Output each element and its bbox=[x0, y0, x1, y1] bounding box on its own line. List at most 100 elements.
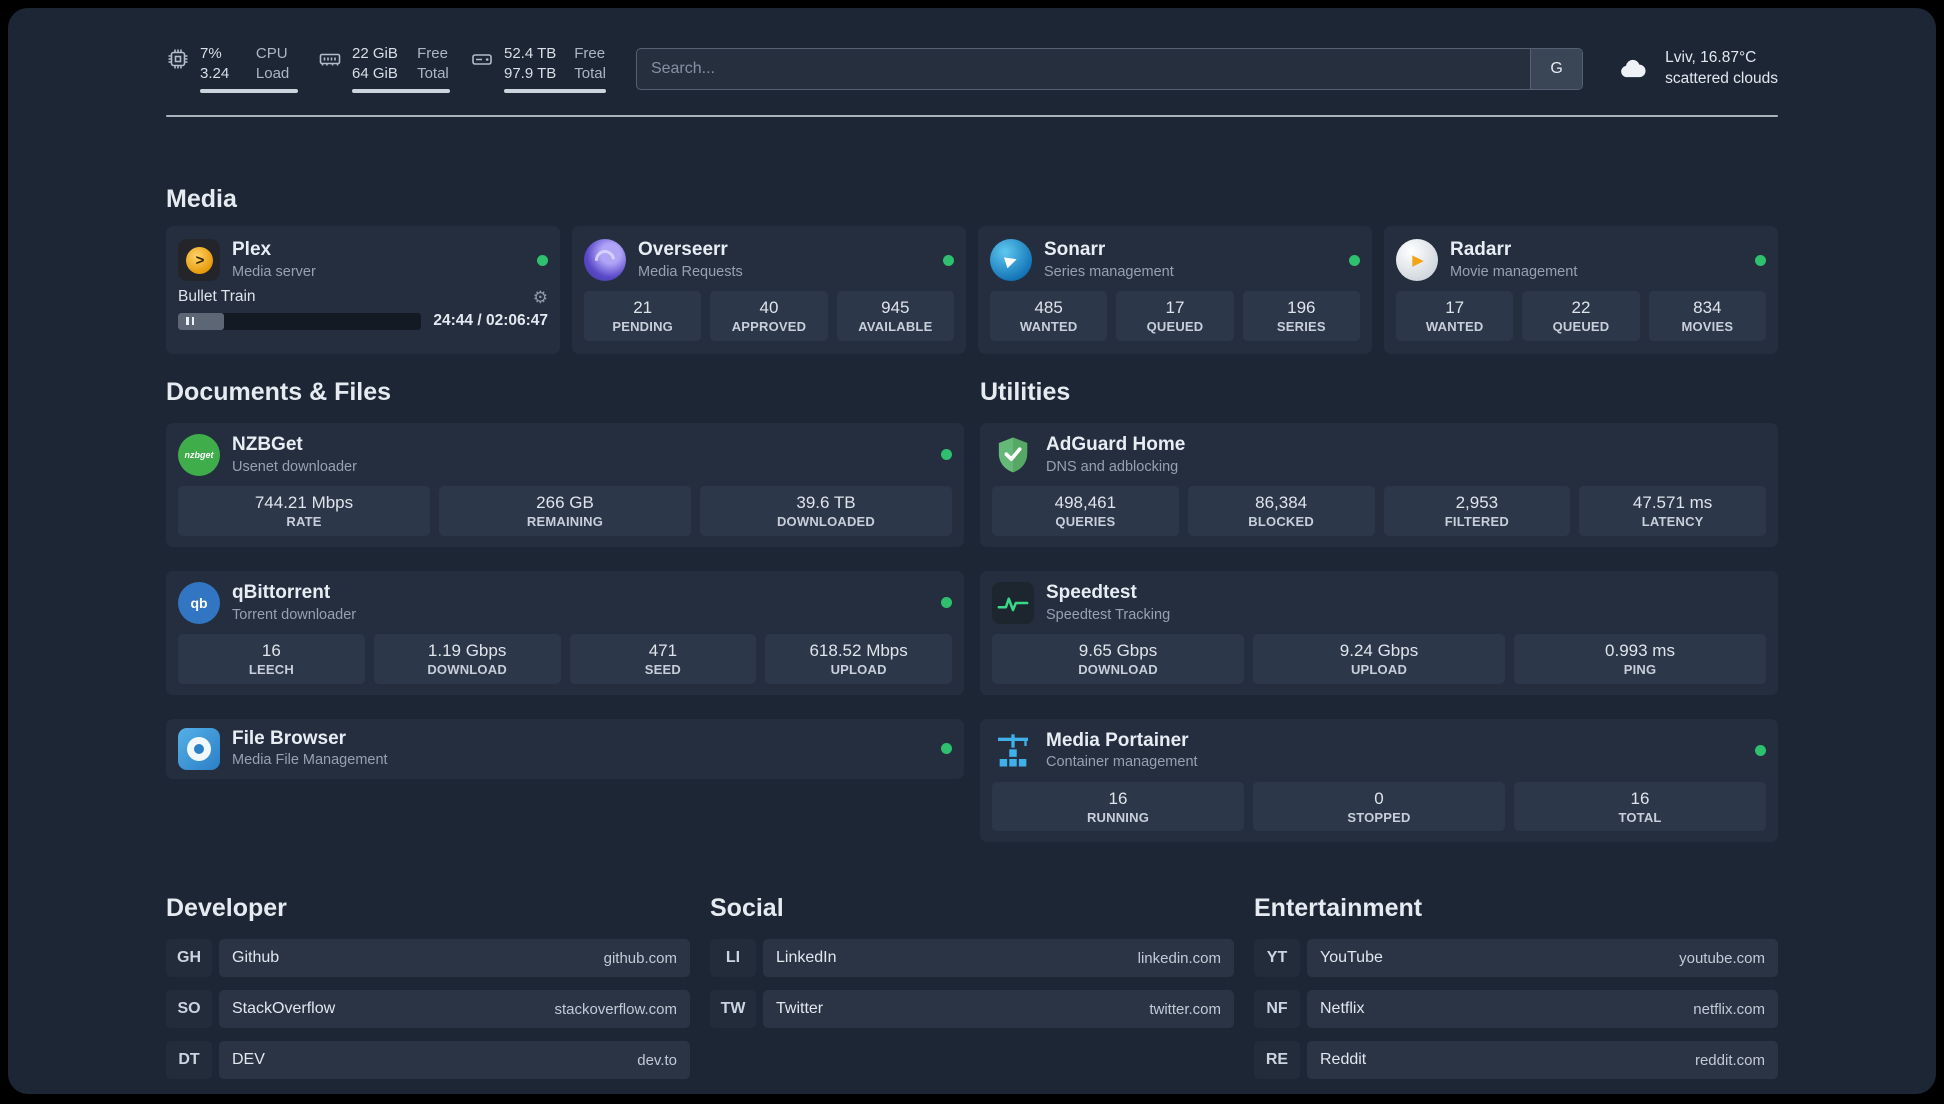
service-subtitle: Media File Management bbox=[232, 752, 388, 769]
overseerr-service-link[interactable]: Overseerr Media Requests bbox=[584, 239, 954, 281]
overseerr-icon bbox=[584, 239, 626, 281]
bookmark-link-linkedin[interactable]: LinkedIn linkedin.com bbox=[763, 939, 1234, 978]
bookmark-group-social: Social LI LinkedIn linkedin.com TW Twitt… bbox=[710, 894, 1234, 1041]
dashboard: 7% CPU 3.24 Load bbox=[8, 8, 1936, 1094]
stat-block: 22 QUEUED bbox=[1522, 291, 1640, 341]
bookmark-row: NF Netflix netflix.com bbox=[1254, 990, 1778, 1029]
sonarr-service-link[interactable]: ▶ Sonarr Series management bbox=[990, 239, 1360, 281]
stat-block: 945 AVAILABLE bbox=[836, 291, 954, 341]
plex-service-link[interactable]: > Plex Media server bbox=[178, 239, 548, 281]
stat-block: 2,953 FILTERED bbox=[1383, 485, 1571, 536]
bookmark-abbr: NF bbox=[1254, 990, 1300, 1029]
service-name: Radarr bbox=[1450, 239, 1512, 261]
bookmark-link-dev[interactable]: DEV dev.to bbox=[219, 1041, 690, 1080]
adguard-service-link[interactable]: AdGuard Home DNS and adblocking bbox=[992, 434, 1766, 476]
service-name: AdGuard Home bbox=[1046, 433, 1186, 455]
playback-time: 24:44 / 02:06:47 bbox=[433, 312, 548, 329]
cpu-label: CPU bbox=[255, 45, 288, 62]
disk-total-label: Total bbox=[574, 64, 606, 82]
service-subtitle: Series management bbox=[1044, 263, 1174, 280]
bookmark-link-twitter[interactable]: Twitter twitter.com bbox=[763, 990, 1234, 1029]
bookmark-link-netflix[interactable]: Netflix netflix.com bbox=[1307, 990, 1778, 1029]
stat-block: 86,384 BLOCKED bbox=[1187, 485, 1375, 536]
memory-widget: 22 GiB Free 64 GiB Total bbox=[318, 44, 450, 93]
search-provider-button[interactable]: G bbox=[1530, 48, 1583, 89]
bookmark-link-reddit[interactable]: Reddit reddit.com bbox=[1307, 1041, 1778, 1080]
overseerr-card: Overseerr Media Requests 21 PENDING 40 A… bbox=[572, 226, 966, 354]
stat-block: 16 LEECH bbox=[178, 633, 365, 684]
status-dot bbox=[537, 254, 548, 266]
service-subtitle: Container management bbox=[1046, 754, 1198, 771]
search-input[interactable] bbox=[636, 48, 1531, 89]
memory-total-value: 64 GiB bbox=[352, 64, 398, 82]
memory-icon bbox=[318, 47, 342, 71]
weather-location: Lviv, 16.87°C bbox=[1665, 48, 1757, 66]
service-subtitle: Usenet downloader bbox=[232, 458, 357, 475]
nzbget-service-link[interactable]: nzbget NZBGet Usenet downloader bbox=[178, 433, 952, 476]
stat-block: 17 QUEUED bbox=[1116, 291, 1234, 341]
stat-block: 0 STOPPED bbox=[1253, 781, 1505, 832]
documents-section: Documents & Files nzbget NZBGet Usenet d… bbox=[166, 378, 964, 779]
service-subtitle: Media Requests bbox=[638, 263, 743, 280]
stat-block: 40 APPROVED bbox=[710, 291, 828, 341]
stat-block: 0.993 ms PING bbox=[1514, 633, 1766, 684]
status-dot bbox=[1755, 745, 1766, 757]
stat-block: 618.52 Mbps UPLOAD bbox=[765, 633, 952, 684]
bookmark-link-stackoverflow[interactable]: StackOverflow stackoverflow.com bbox=[219, 990, 690, 1029]
status-dot bbox=[941, 449, 952, 461]
bookmark-abbr: TW bbox=[710, 990, 756, 1029]
playback-progress-bar[interactable] bbox=[178, 312, 422, 330]
cloud-icon bbox=[1613, 54, 1653, 84]
service-subtitle: DNS and adblocking bbox=[1046, 458, 1179, 475]
plex-icon: > bbox=[178, 239, 220, 281]
utilities-section: Utilities AdGuard Home DNS and adblockin… bbox=[980, 378, 1778, 843]
status-dot bbox=[943, 254, 954, 266]
speedtest-icon bbox=[992, 581, 1034, 624]
bookmark-group-entertainment: Entertainment YT YouTube youtube.com NF … bbox=[1254, 894, 1778, 1092]
qbittorrent-service-link[interactable]: qb qBittorrent Torrent downloader bbox=[178, 581, 952, 624]
radarr-service-link[interactable]: ▶ Radarr Movie management bbox=[1396, 239, 1766, 281]
pause-icon[interactable] bbox=[186, 317, 194, 325]
bookmarks-section: Developer GH Github github.com SO StackO… bbox=[166, 894, 1778, 1094]
bookmark-abbr: DT bbox=[166, 1041, 212, 1080]
portainer-service-link[interactable]: Media Portainer Container management bbox=[992, 730, 1766, 772]
bookmark-link-youtube[interactable]: YouTube youtube.com bbox=[1307, 939, 1778, 978]
adguard-card: AdGuard Home DNS and adblocking 498,461 … bbox=[980, 422, 1778, 547]
gear-icon[interactable]: ⚙ bbox=[532, 287, 548, 307]
memory-progress-bar bbox=[352, 89, 450, 93]
qbittorrent-icon: qb bbox=[178, 581, 220, 624]
bookmark-group-title: Social bbox=[710, 894, 784, 923]
service-name: Speedtest bbox=[1046, 581, 1137, 603]
weather-condition: scattered clouds bbox=[1665, 69, 1778, 87]
sonarr-icon: ▶ bbox=[990, 239, 1032, 281]
memory-free-value: 22 GiB bbox=[352, 45, 398, 62]
topbar: 7% CPU 3.24 Load bbox=[166, 44, 1778, 93]
service-name: Plex bbox=[232, 239, 272, 261]
disk-free-label: Free bbox=[574, 45, 606, 62]
weather-widget: Lviv, 16.87°C scattered clouds bbox=[1613, 48, 1778, 90]
plex-card: > Plex Media server Bullet Train ⚙ bbox=[166, 226, 560, 354]
stat-block: 16 RUNNING bbox=[992, 781, 1244, 832]
filebrowser-card: File Browser Media File Management bbox=[166, 718, 964, 779]
cpu-load-value: 3.24 bbox=[200, 64, 230, 82]
bookmark-group-title: Entertainment bbox=[1254, 894, 1423, 923]
disk-progress-bar bbox=[504, 89, 606, 93]
service-name: Media Portainer bbox=[1046, 729, 1189, 751]
bookmark-abbr: LI bbox=[710, 939, 756, 978]
speedtest-service-link[interactable]: Speedtest Speedtest Tracking bbox=[992, 581, 1766, 624]
filebrowser-service-link[interactable]: File Browser Media File Management bbox=[178, 727, 952, 770]
service-subtitle: Media server bbox=[232, 263, 316, 280]
cpu-load-label: Load bbox=[255, 64, 290, 82]
utilities-section-title: Utilities bbox=[980, 377, 1071, 406]
service-subtitle: Movie management bbox=[1450, 263, 1578, 280]
bookmark-link-github[interactable]: Github github.com bbox=[219, 939, 690, 978]
stat-block: 9.65 Gbps DOWNLOAD bbox=[992, 633, 1244, 684]
stat-block: 39.6 TB DOWNLOADED bbox=[700, 485, 952, 536]
cpu-icon bbox=[166, 47, 190, 71]
disk-widget: 52.4 TB Free 97.9 TB Total bbox=[470, 44, 606, 93]
radarr-card: ▶ Radarr Movie management 17 WANTED 22 bbox=[1384, 226, 1778, 354]
bookmark-row: YT YouTube youtube.com bbox=[1254, 939, 1778, 978]
now-playing: Bullet Train ⚙ 24:44 / 02:06:47 bbox=[178, 288, 548, 330]
bookmark-group-developer: Developer GH Github github.com SO StackO… bbox=[166, 894, 690, 1092]
sonarr-card: ▶ Sonarr Series management 485 WANTED 17 bbox=[978, 226, 1372, 354]
